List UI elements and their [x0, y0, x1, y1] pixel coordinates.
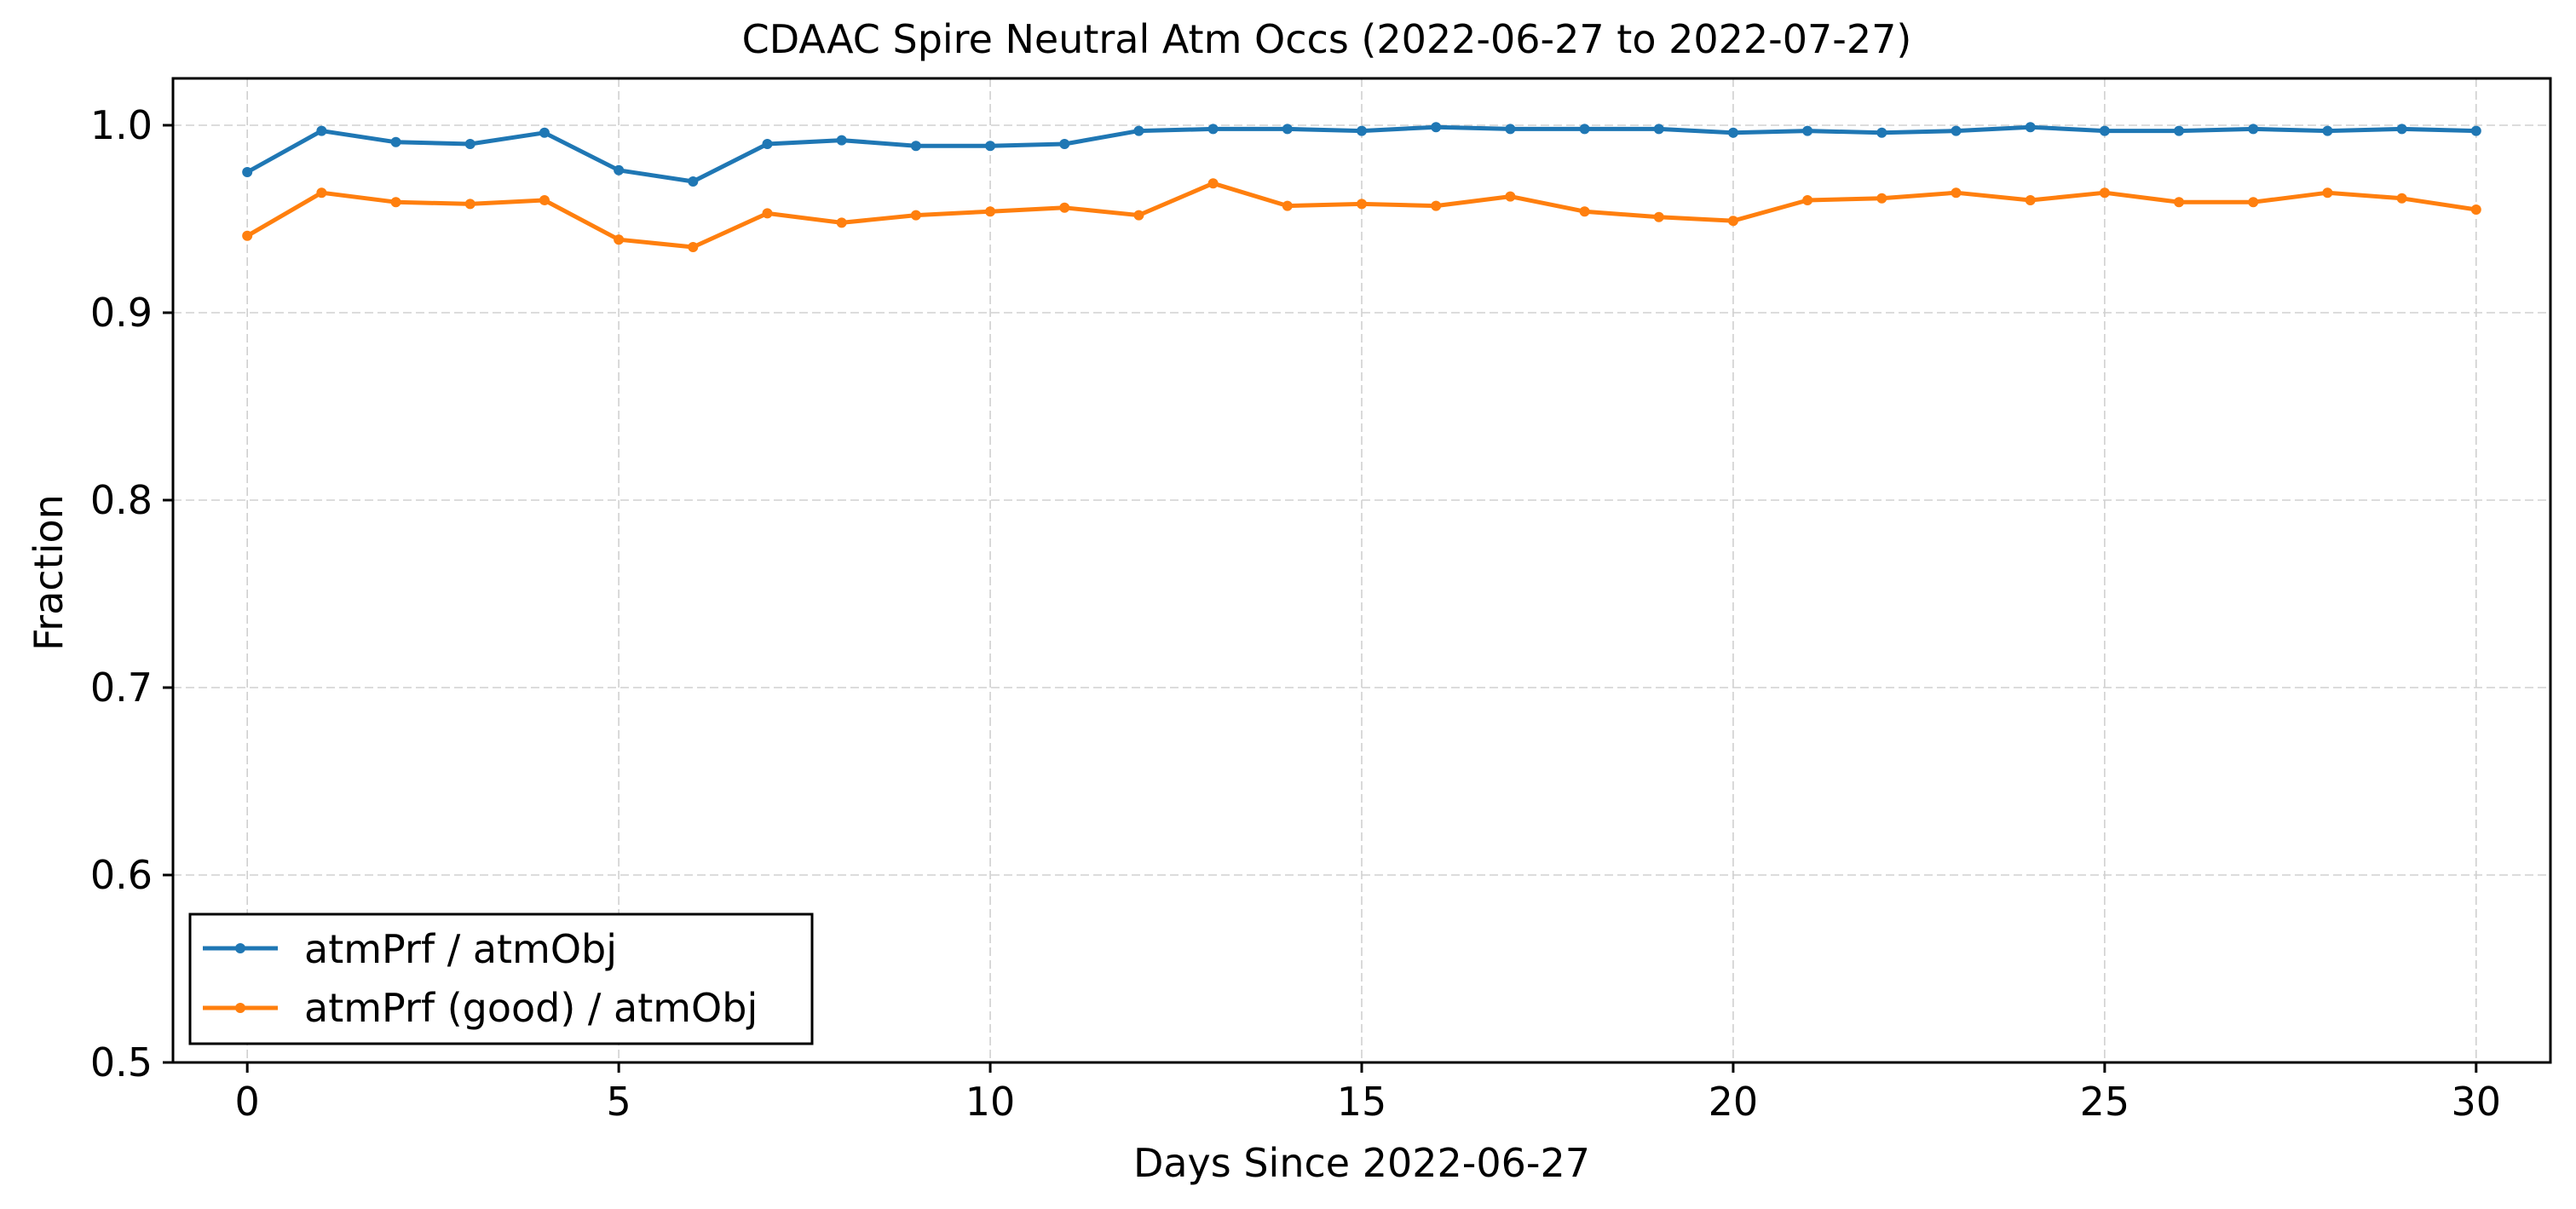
y-tick-label: 0.5	[90, 1039, 153, 1085]
data-point	[316, 125, 327, 136]
data-point	[2322, 187, 2333, 199]
data-point	[539, 195, 550, 205]
data-point	[688, 242, 699, 252]
x-tick-label: 0	[235, 1079, 260, 1125]
data-point	[2099, 125, 2110, 136]
data-point	[910, 141, 921, 152]
data-point	[242, 230, 253, 241]
y-tick-label: 0.6	[90, 852, 153, 898]
data-point	[1357, 199, 1367, 210]
data-point	[1876, 193, 1887, 204]
data-point	[1207, 124, 1219, 135]
data-point	[1505, 191, 1516, 202]
data-point	[1357, 125, 1367, 136]
legend-marker-atmprf-good	[235, 1003, 245, 1013]
chart-title: CDAAC Spire Neutral Atm Occs (2022-06-27…	[742, 16, 1912, 62]
data-point	[1727, 127, 1738, 138]
data-point	[2470, 125, 2481, 136]
data-point	[1059, 139, 1070, 149]
data-point	[1505, 124, 1516, 135]
series-layer	[242, 122, 2481, 252]
data-point	[1653, 124, 1664, 135]
data-point	[2174, 125, 2185, 136]
data-point	[2025, 122, 2036, 133]
data-point	[1133, 210, 1144, 221]
data-point	[1059, 202, 1070, 213]
data-point	[390, 136, 401, 147]
legend-box	[188, 913, 814, 1045]
x-tick-label: 25	[2080, 1079, 2130, 1125]
data-point	[614, 234, 625, 245]
x-axis-label: Days Since 2022-06-27	[1133, 1140, 1590, 1186]
data-point	[836, 217, 847, 228]
data-point	[985, 141, 996, 152]
data-point	[1802, 195, 1813, 205]
legend: atmPrf / atmObj atmPrf (good) / atmObj	[188, 913, 814, 1045]
data-point	[1951, 125, 1962, 136]
data-point	[1133, 125, 1144, 136]
data-point	[836, 135, 847, 146]
y-tick-label: 0.9	[90, 290, 153, 336]
data-point	[762, 139, 773, 149]
data-point	[2248, 124, 2259, 135]
data-point	[1579, 206, 1590, 217]
data-point	[539, 127, 550, 138]
data-point	[1431, 200, 1442, 211]
series-group	[242, 122, 2481, 187]
data-point	[1802, 125, 1813, 136]
data-point	[762, 208, 773, 219]
x-tick-label: 5	[606, 1079, 631, 1125]
grid-lines	[173, 78, 2550, 1063]
data-point	[2322, 125, 2333, 136]
y-axis-label: Fraction	[26, 494, 72, 651]
data-point	[688, 176, 699, 187]
data-point	[2470, 204, 2481, 215]
data-point	[1282, 200, 1293, 211]
y-axis: 0.5 0.6 0.7 0.8 0.9 1.0	[90, 102, 173, 1085]
legend-label-atmprf-good: atmPrf (good) / atmObj	[304, 985, 758, 1031]
x-tick-label: 10	[965, 1079, 1016, 1125]
data-point	[1727, 216, 1738, 227]
x-axis: 0 5 10 15 20 25 30	[235, 1062, 2502, 1125]
data-point	[2396, 193, 2407, 204]
data-point	[1579, 124, 1590, 135]
data-point	[1951, 187, 1962, 199]
data-point	[910, 210, 921, 221]
legend-marker-atmprf	[235, 943, 245, 953]
series-group	[242, 178, 2481, 252]
data-point	[2025, 195, 2036, 205]
x-tick-label: 15	[1337, 1079, 1387, 1125]
legend-label-atmprf: atmPrf / atmObj	[304, 926, 617, 972]
y-tick-label: 1.0	[90, 102, 153, 148]
data-point	[390, 197, 401, 208]
data-point	[1876, 127, 1887, 138]
data-point	[1653, 211, 1664, 222]
data-point	[2248, 197, 2259, 208]
data-point	[614, 164, 625, 176]
data-point	[2099, 187, 2110, 199]
data-point	[2396, 124, 2407, 135]
data-point	[1431, 122, 1442, 133]
y-tick-label: 0.8	[90, 477, 153, 523]
data-point	[316, 187, 327, 199]
data-point	[1282, 124, 1293, 135]
data-point	[985, 206, 996, 217]
x-tick-label: 20	[1709, 1079, 1759, 1125]
data-point	[464, 199, 475, 210]
data-point	[464, 139, 475, 149]
y-tick-label: 0.7	[90, 665, 153, 711]
x-tick-label: 30	[2452, 1079, 2502, 1125]
data-point	[1207, 178, 1219, 189]
data-point	[2174, 197, 2185, 208]
data-point	[242, 167, 253, 177]
